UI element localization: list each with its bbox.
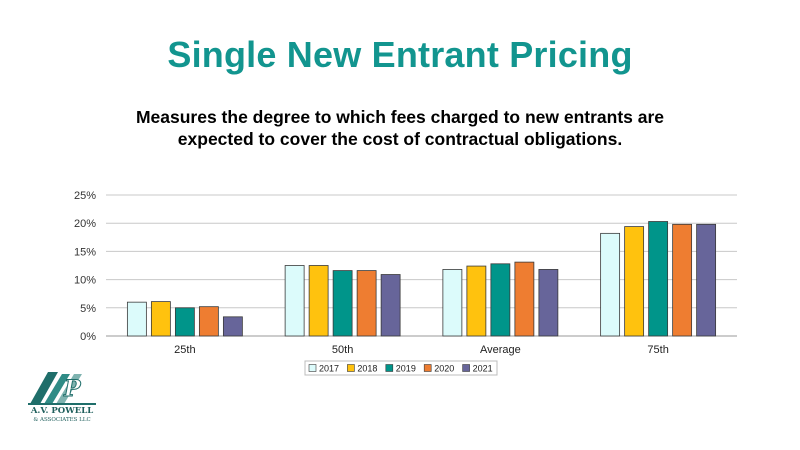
- x-tick-label: 25th: [174, 344, 195, 356]
- logo-company-name: A.V. POWELL: [30, 406, 94, 416]
- bar-2018-50th: [308, 265, 329, 337]
- avp-logo-icon: P: [28, 372, 96, 405]
- legend-swatch-2018: [347, 364, 355, 372]
- bar-2018-Average: [466, 265, 487, 337]
- bar-2021-75th: [696, 223, 717, 337]
- company-logo: P A.V. POWELL & ASSOCIATES LLC: [24, 368, 100, 430]
- bar-2019-Average: [490, 263, 511, 337]
- legend-swatch-2020: [423, 364, 432, 372]
- legend-swatch-2019: [385, 364, 394, 372]
- bar-2017-25th: [126, 301, 147, 337]
- y-tick-label: 0%: [80, 331, 96, 343]
- bar-2020-75th: [672, 223, 693, 337]
- bar-2020-Average: [514, 261, 535, 337]
- bar-2021-25th: [222, 316, 243, 337]
- bar-2020-25th: [198, 306, 219, 337]
- svg-text:P: P: [63, 376, 82, 402]
- y-tick-label: 10%: [74, 275, 96, 287]
- slide-title: Single New Entrant Pricing: [167, 34, 633, 75]
- legend-label-2017: 2017: [319, 364, 339, 374]
- legend-label-2021: 2021: [473, 364, 493, 374]
- y-tick-label: 20%: [74, 218, 96, 230]
- x-tick-label: Average: [480, 344, 521, 356]
- bar-2017-50th: [284, 265, 305, 337]
- bar-2019-25th: [174, 307, 195, 337]
- bar-2021-Average: [538, 269, 559, 337]
- bar-2020-50th: [356, 270, 377, 337]
- subtitle-line-2: expected to cover the cost of contractua…: [177, 129, 623, 149]
- x-tick-label: 50th: [332, 344, 353, 356]
- legend-swatch-2017: [308, 364, 317, 372]
- subtitle-line-1: Measures the degree to which fees charge…: [135, 107, 665, 127]
- bar-2017-Average: [442, 269, 463, 337]
- legend-swatch-2021: [462, 364, 470, 372]
- y-tick-label: 25%: [74, 190, 96, 202]
- y-tick-label: 15%: [74, 246, 96, 258]
- x-tick-label: 75th: [647, 344, 668, 356]
- bar-2018-75th: [624, 226, 645, 337]
- logo-company-sub: & ASSOCIATES LLC: [33, 417, 91, 423]
- bar-2019-75th: [648, 221, 669, 337]
- bar-2019-50th: [332, 270, 353, 337]
- y-tick-label: 5%: [80, 303, 96, 315]
- legend-label-2020: 2020: [434, 364, 454, 374]
- slide-subtitle: Measures the degree to which fees charge…: [60, 106, 740, 150]
- bar-2021-50th: [380, 274, 401, 337]
- legend-label-2019: 2019: [396, 364, 416, 374]
- bar-2017-75th: [600, 232, 621, 337]
- legend-label-2018: 2018: [357, 364, 377, 374]
- bar-2018-25th: [150, 301, 171, 337]
